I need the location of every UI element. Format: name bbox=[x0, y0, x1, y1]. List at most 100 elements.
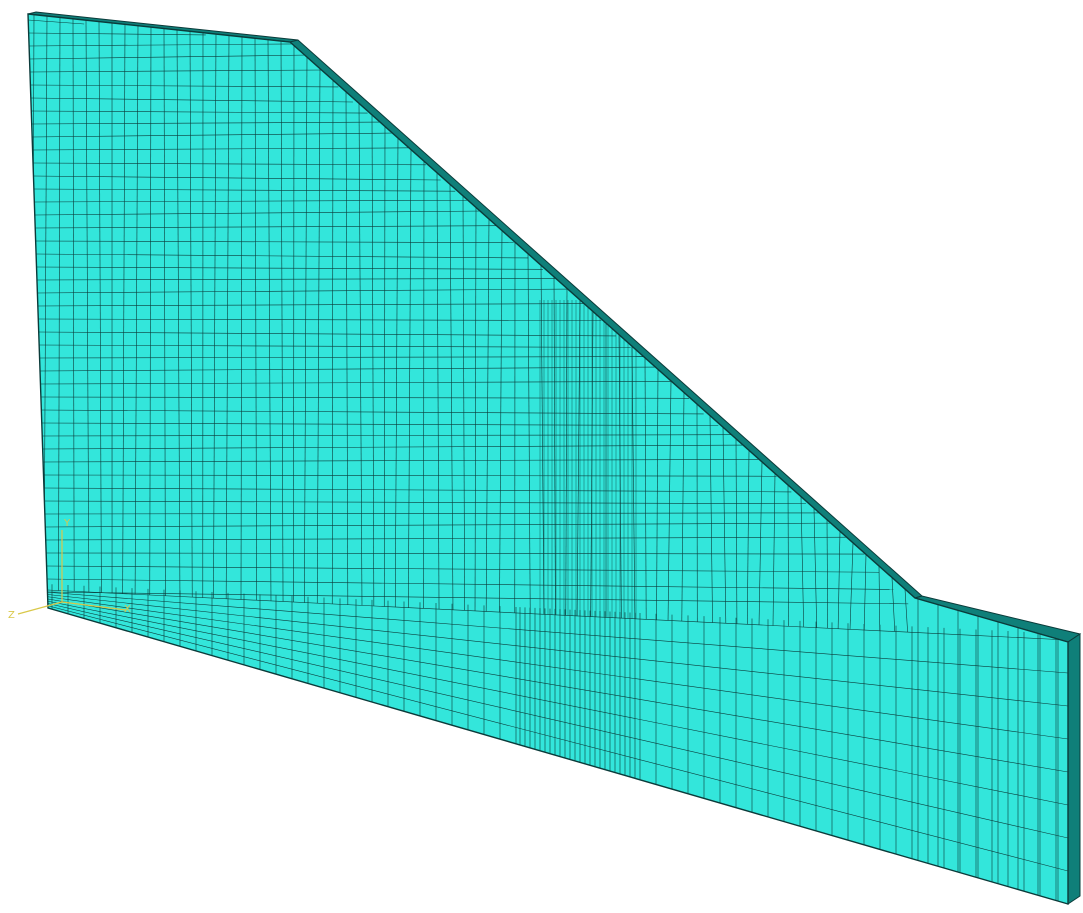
mesh-line bbox=[667, 380, 672, 621]
coordinate-triad-icon: Y X Z bbox=[8, 518, 131, 621]
mesh-line bbox=[891, 577, 896, 632]
mesh-line bbox=[358, 103, 363, 606]
mesh-line bbox=[33, 162, 427, 166]
mesh-line bbox=[316, 68, 321, 604]
mesh-line bbox=[46, 565, 880, 573]
mesh-line bbox=[189, 31, 193, 597]
mesh-line bbox=[35, 225, 500, 229]
mesh-line bbox=[565, 288, 568, 616]
triad-label-z: Z bbox=[8, 610, 15, 621]
mesh-line bbox=[800, 496, 804, 627]
mesh-line bbox=[98, 21, 102, 593]
mesh-line bbox=[553, 276, 556, 615]
mesh-line bbox=[38, 318, 602, 321]
mesh-line bbox=[280, 41, 284, 602]
mesh-line bbox=[42, 444, 748, 450]
mesh-line bbox=[656, 369, 659, 620]
mesh-line bbox=[304, 57, 308, 603]
mesh-line bbox=[225, 35, 230, 599]
mesh-outline bbox=[27, 13, 1069, 905]
mesh-edge-lines bbox=[27, 13, 1069, 905]
mesh-line bbox=[44, 500, 806, 505]
mesh-line bbox=[826, 519, 828, 629]
mesh-line bbox=[41, 409, 704, 415]
mesh-line bbox=[36, 253, 529, 259]
mesh-line bbox=[383, 126, 386, 607]
mesh-line bbox=[267, 39, 272, 601]
mesh-line bbox=[863, 554, 867, 631]
mesh-line bbox=[254, 38, 257, 601]
mesh-element-lines bbox=[28, 14, 1068, 904]
mesh-line bbox=[30, 84, 339, 88]
mesh-line bbox=[47, 603, 1068, 839]
mesh-line bbox=[34, 199, 470, 203]
mesh-line bbox=[39, 344, 631, 348]
mesh-line bbox=[631, 346, 636, 619]
mesh-line bbox=[436, 172, 440, 610]
mesh-line bbox=[43, 474, 777, 477]
mesh-line bbox=[38, 331, 616, 337]
mesh-line bbox=[39, 356, 646, 359]
mesh-line bbox=[43, 459, 763, 463]
mesh-line bbox=[44, 512, 821, 515]
mesh-line bbox=[33, 175, 441, 181]
mesh-line bbox=[527, 253, 531, 614]
mesh-line bbox=[878, 565, 881, 631]
mesh-line bbox=[34, 210, 485, 216]
mesh-line bbox=[32, 132, 397, 138]
mesh-line bbox=[345, 91, 349, 605]
mesh-line bbox=[30, 97, 353, 103]
mesh-line bbox=[331, 80, 334, 604]
mesh-line bbox=[72, 18, 75, 592]
mesh-line bbox=[371, 114, 375, 606]
mesh-line bbox=[47, 596, 1068, 740]
mesh-line bbox=[758, 461, 763, 626]
mesh-line bbox=[46, 552, 865, 555]
mesh-line bbox=[394, 138, 399, 608]
mesh-line bbox=[40, 366, 660, 372]
mesh-line bbox=[122, 24, 126, 594]
mesh-line bbox=[681, 392, 685, 622]
mesh-line bbox=[462, 195, 465, 611]
mesh-line bbox=[45, 522, 836, 528]
mesh-line bbox=[37, 288, 573, 294]
mesh-line bbox=[37, 303, 587, 307]
triad-label-x: X bbox=[124, 604, 131, 615]
mesh-line bbox=[176, 29, 181, 597]
mesh-line bbox=[747, 450, 750, 625]
mesh-line bbox=[47, 591, 909, 605]
mesh-right-face bbox=[1067, 633, 1081, 905]
mesh-line bbox=[474, 207, 477, 611]
mesh-line bbox=[722, 427, 727, 624]
mesh-line bbox=[40, 381, 675, 385]
mesh-line bbox=[43, 487, 792, 493]
mesh-line bbox=[163, 28, 166, 596]
mesh-line bbox=[149, 27, 152, 596]
mesh-line bbox=[31, 121, 383, 125]
mesh-line bbox=[47, 598, 1068, 773]
mesh-line bbox=[47, 594, 1068, 707]
mesh-line bbox=[408, 149, 412, 608]
mesh-line bbox=[41, 422, 719, 426]
mesh-line bbox=[813, 508, 818, 628]
mesh-line bbox=[849, 542, 854, 630]
mesh-line bbox=[644, 357, 647, 620]
mesh-line bbox=[735, 438, 738, 624]
mesh-line bbox=[787, 485, 789, 627]
mesh-line bbox=[29, 54, 310, 60]
mesh-line bbox=[40, 396, 690, 399]
mesh-line bbox=[499, 230, 503, 613]
mesh-line bbox=[240, 36, 243, 600]
mesh-line bbox=[47, 600, 1068, 806]
mesh-line bbox=[58, 17, 61, 591]
mesh-line bbox=[28, 19, 85, 25]
mesh-line bbox=[42, 434, 733, 437]
mesh-line bbox=[47, 591, 1068, 674]
mesh-line bbox=[837, 531, 841, 629]
mesh-line bbox=[772, 473, 776, 626]
mesh-line bbox=[36, 266, 543, 270]
mesh-line bbox=[540, 265, 545, 615]
mesh-line bbox=[47, 578, 894, 590]
